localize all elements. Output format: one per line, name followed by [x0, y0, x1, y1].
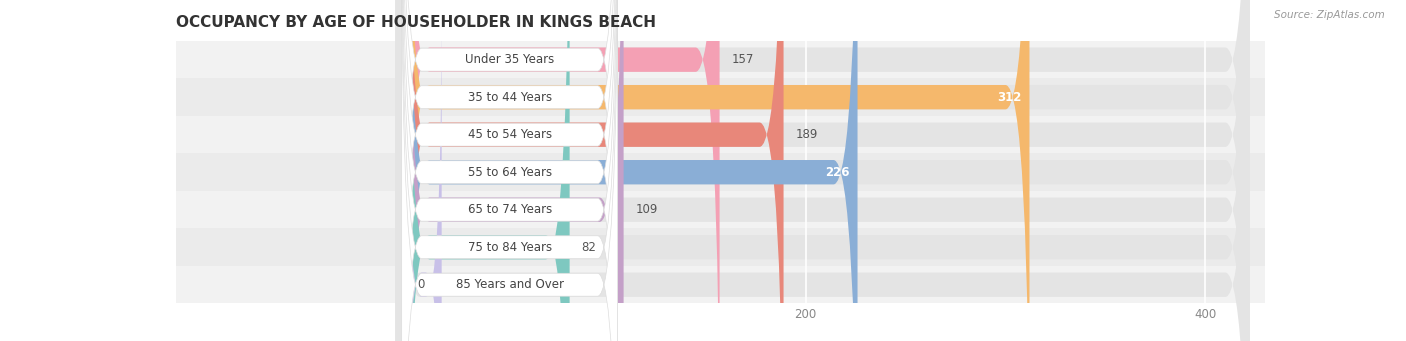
Text: 0: 0 [418, 278, 425, 291]
FancyBboxPatch shape [406, 0, 624, 341]
Text: 75 to 84 Years: 75 to 84 Years [468, 241, 551, 254]
FancyBboxPatch shape [406, 0, 441, 341]
Text: 189: 189 [796, 128, 818, 141]
FancyBboxPatch shape [402, 0, 617, 341]
Bar [176, 153, 1265, 191]
FancyBboxPatch shape [402, 0, 617, 341]
FancyBboxPatch shape [395, 0, 1250, 341]
Text: 82: 82 [582, 241, 596, 254]
Text: 312: 312 [997, 91, 1022, 104]
Text: 65 to 74 Years: 65 to 74 Years [468, 203, 551, 216]
FancyBboxPatch shape [406, 0, 1029, 341]
Bar [176, 228, 1265, 266]
FancyBboxPatch shape [406, 0, 858, 341]
Text: 45 to 54 Years: 45 to 54 Years [468, 128, 551, 141]
Text: Source: ZipAtlas.com: Source: ZipAtlas.com [1274, 10, 1385, 20]
Text: 157: 157 [731, 53, 754, 66]
Bar [176, 41, 1265, 78]
Text: 226: 226 [825, 166, 849, 179]
FancyBboxPatch shape [406, 0, 720, 341]
FancyBboxPatch shape [395, 0, 1250, 341]
Bar [176, 191, 1265, 228]
FancyBboxPatch shape [406, 0, 783, 341]
FancyBboxPatch shape [395, 0, 1250, 341]
FancyBboxPatch shape [395, 0, 1250, 341]
FancyBboxPatch shape [395, 0, 1250, 341]
Text: 55 to 64 Years: 55 to 64 Years [468, 166, 551, 179]
Bar [176, 266, 1265, 303]
FancyBboxPatch shape [402, 0, 617, 341]
FancyBboxPatch shape [402, 0, 617, 341]
Text: 85 Years and Over: 85 Years and Over [456, 278, 564, 291]
FancyBboxPatch shape [395, 0, 1250, 341]
Text: 109: 109 [636, 203, 658, 216]
FancyBboxPatch shape [406, 0, 569, 341]
Bar [176, 78, 1265, 116]
Text: OCCUPANCY BY AGE OF HOUSEHOLDER IN KINGS BEACH: OCCUPANCY BY AGE OF HOUSEHOLDER IN KINGS… [176, 15, 655, 30]
Text: Under 35 Years: Under 35 Years [465, 53, 554, 66]
FancyBboxPatch shape [402, 0, 617, 341]
FancyBboxPatch shape [402, 0, 617, 341]
FancyBboxPatch shape [402, 0, 617, 341]
Bar [176, 116, 1265, 153]
Text: 35 to 44 Years: 35 to 44 Years [468, 91, 551, 104]
FancyBboxPatch shape [395, 0, 1250, 341]
